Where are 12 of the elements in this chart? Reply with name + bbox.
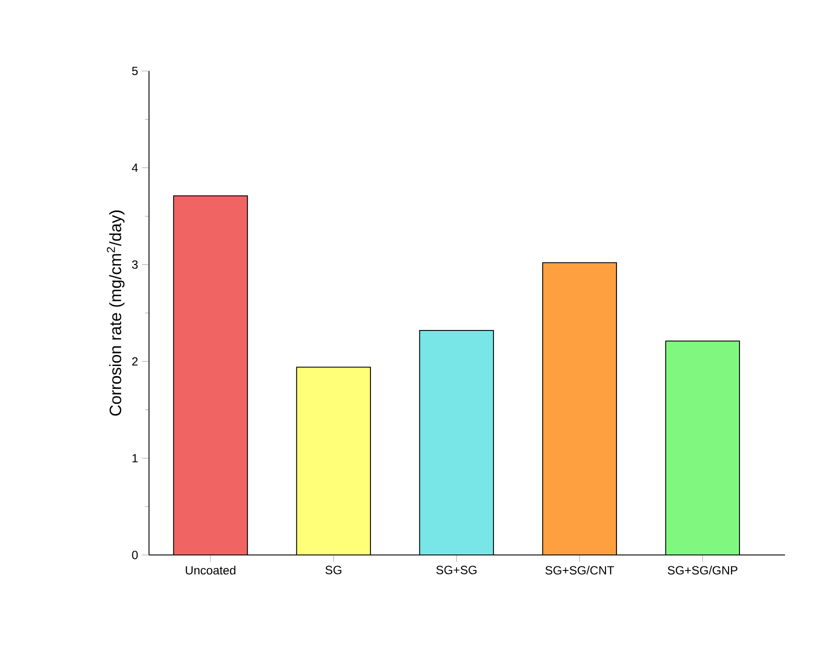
y-tick-label: 2 bbox=[132, 357, 138, 366]
y-axis-title: Corrosion rate (mg/cm$^{2}$/day) bbox=[106, 210, 124, 416]
y-tick-label: 4 bbox=[132, 164, 138, 172]
x-tick-label: SG bbox=[325, 566, 342, 574]
y-tick-label: 5 bbox=[132, 66, 138, 76]
y-tick-label: 3 bbox=[132, 260, 138, 269]
x-tick-label: SG+SG/GNP bbox=[668, 566, 738, 575]
x-tick-label: SG+SG/CNT bbox=[545, 566, 614, 575]
x-tick-label: Uncoated bbox=[186, 566, 236, 575]
x-tick-label: SG+SG bbox=[436, 566, 476, 574]
y-tick-label: 0 bbox=[132, 550, 138, 560]
y-tick-label: 1 bbox=[132, 454, 138, 462]
